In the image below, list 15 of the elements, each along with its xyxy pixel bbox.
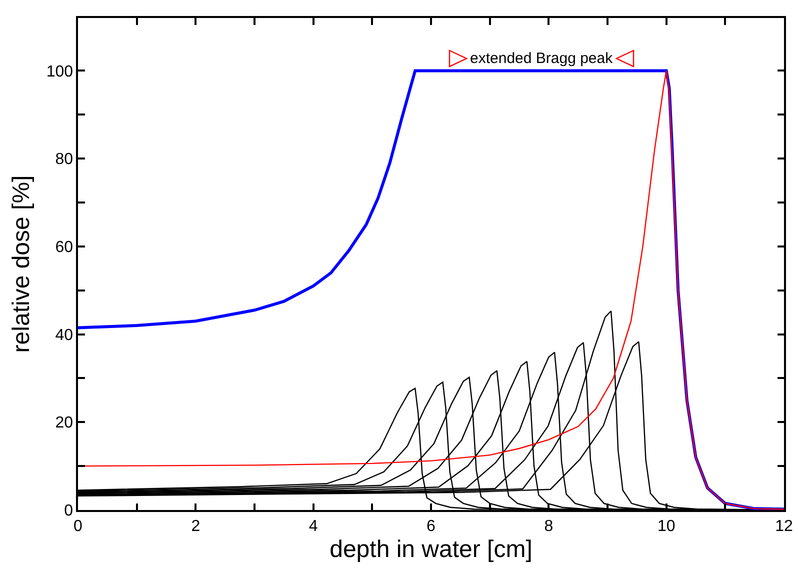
y-tick-label: 40 [55,326,74,344]
y-tick-label: 20 [55,414,74,432]
x-tick-label: 2 [191,518,200,535]
x-tick-label: 6 [426,518,436,535]
y-tick-label: 0 [64,502,74,520]
y-tick-label: 100 [46,63,74,80]
x-axis-title: depth in water [cm] [330,536,532,563]
y-tick-label: 80 [55,151,74,168]
annotation: extended Bragg peak [470,50,614,67]
y-axis-title: relative dose [%] [8,175,35,353]
x-tick-label: 4 [308,518,318,535]
y-tick-label: 60 [55,239,74,256]
x-tick-label: 12 [775,518,793,535]
x-tick-label: 8 [544,518,554,535]
x-tick-label: 10 [657,518,676,535]
